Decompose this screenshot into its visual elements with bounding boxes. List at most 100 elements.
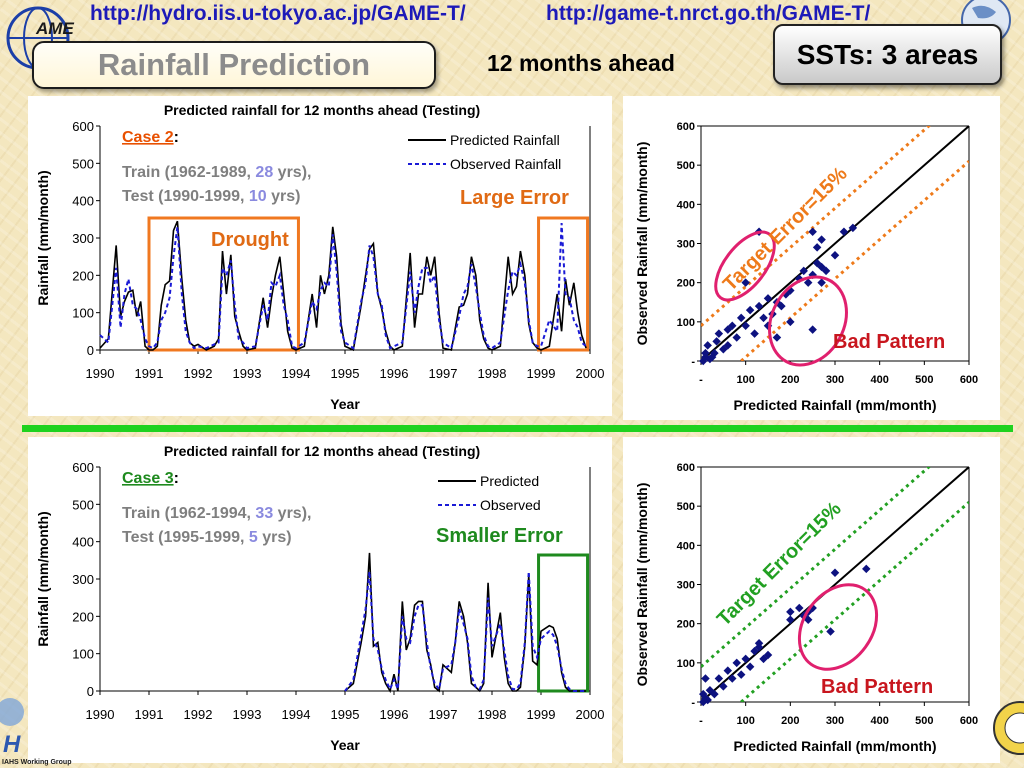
scatter-point [821, 266, 831, 276]
x-tick-label: 1991 [135, 707, 164, 722]
x-axis-label: Predicted Rainfall (mm/month) [733, 738, 936, 754]
train-period-text: Train (1962-1994, 33 yrs), [122, 505, 311, 522]
x-tick-label: 300 [826, 715, 844, 727]
university-seal [993, 701, 1024, 755]
y-tick-label: 200 [72, 609, 94, 624]
observed-series-line [99, 223, 587, 350]
highlight-box [537, 553, 590, 693]
project-url-right[interactable]: http://game-t.nrct.go.th/GAME-T/ [546, 2, 871, 25]
scatter-point [723, 341, 733, 350]
highlight-ellipse [768, 275, 848, 367]
upper-error-band [701, 126, 932, 327]
x-tick-label: 1996 [380, 366, 409, 381]
test-period-text: Test (1990-1999, 10 yrs) [122, 188, 300, 205]
x-tick-label: 400 [870, 715, 888, 727]
y-tick-label: 500 [677, 501, 695, 513]
scatter-point [786, 317, 795, 327]
test-period-text-part: 5 [249, 529, 258, 546]
section-divider [22, 425, 1013, 432]
x-tick-label: 400 [870, 374, 888, 386]
x-tick-label: 1994 [282, 707, 311, 722]
test-period-text-part: Test (1990-1999, [122, 188, 249, 205]
x-tick-label: 100 [736, 374, 754, 386]
target-error-label: Target Error=15% [719, 163, 852, 296]
train-period-text-part: yrs), [273, 505, 311, 522]
y-tick-label: 600 [72, 460, 94, 475]
x-tick-label: 1995 [331, 707, 360, 722]
scatter-point [848, 223, 858, 233]
x-tick-label: 500 [915, 374, 933, 386]
x-tick-label: - [699, 374, 703, 386]
legend-label: Observed Rainfall [450, 156, 561, 172]
y-tick-label: 200 [677, 278, 695, 290]
x-tick-label: 200 [781, 374, 799, 386]
annotation-label: Drought [211, 229, 289, 251]
x-tick-label: 1995 [331, 366, 360, 381]
x-tick-label: 100 [736, 715, 754, 727]
x-tick-label: 600 [960, 715, 978, 727]
highlight-box [537, 216, 590, 352]
y-axis-label: Observed Rainfall (mm/month) [634, 483, 650, 687]
scatter-point [795, 603, 804, 613]
bottom-timeseries-panel: Predicted rainfall for 12 months ahead (… [28, 437, 612, 763]
y-tick-label: 500 [677, 160, 695, 172]
scatter-point [777, 301, 786, 311]
scatter-point [736, 313, 746, 323]
x-tick-label: 1992 [184, 707, 213, 722]
scatter-point [732, 658, 741, 668]
x-tick-label: 1992 [184, 366, 213, 381]
y-tick-label: 600 [72, 119, 94, 134]
scatter-point [701, 348, 710, 358]
test-period-text-part: yrs) [267, 188, 301, 205]
scatter-point [786, 607, 795, 617]
bottom-scatter-panel: - 100 200 300 400 500 600 - 100 200 300 400 500 600 Pr… [623, 437, 1000, 763]
y-tick-label: 600 [677, 462, 695, 474]
highlight-ellipse [797, 583, 879, 671]
scatter-point [745, 305, 755, 315]
x-axis-label: Year [330, 737, 360, 753]
logo-text: AME [35, 19, 74, 38]
scatter-point [772, 333, 782, 342]
x-tick-label: 600 [960, 374, 978, 386]
y-tick-label: 400 [677, 199, 695, 211]
project-url-left[interactable]: http://hydro.iis.u-tokyo.ac.jp/GAME-T/ [90, 2, 466, 25]
scatter-point [817, 278, 826, 287]
scatter-point [745, 662, 755, 671]
case-label-name: Case 3 [122, 470, 174, 487]
lower-error-band [740, 160, 969, 361]
scatter-point [723, 666, 733, 675]
case-label: Case 2: [122, 129, 179, 146]
scatter-point [759, 313, 768, 323]
scatter-point [750, 329, 759, 338]
working-group-label: IAHS Working Group [2, 759, 72, 766]
scatter-point [741, 278, 750, 287]
y-tick-label: 100 [677, 658, 695, 670]
train-period-text-part: 28 [255, 164, 273, 181]
scatter-point [712, 337, 721, 346]
scatter-point [728, 674, 737, 683]
x-tick-label: 1997 [429, 707, 458, 722]
x-tick-label: 1997 [429, 366, 458, 381]
scatter-point [741, 321, 750, 330]
lower-error-band [740, 501, 969, 702]
x-tick-label: 500 [915, 715, 933, 727]
scatter-point [714, 329, 724, 338]
bottom-timeseries-chart: Predicted rainfall for 12 months ahead (… [35, 443, 604, 753]
scatter-point [763, 294, 773, 303]
x-axis-label: Year [330, 396, 360, 412]
x-tick-label: 1990 [86, 707, 115, 722]
scatter-point [736, 670, 746, 679]
scatter-point [817, 235, 826, 244]
y-tick-label: 400 [677, 540, 695, 552]
case-label: Case 3: [122, 470, 179, 487]
y-tick-label: 300 [677, 239, 695, 251]
predicted-series-line [344, 552, 587, 694]
annotation-label: Smaller Error [436, 525, 563, 547]
y-tick-label: 0 [87, 684, 94, 699]
top-timeseries-panel: Predicted rainfall for 12 months ahead (… [28, 96, 612, 416]
top-timeseries-chart: Predicted rainfall for 12 months ahead (… [35, 102, 604, 412]
scatter-point [830, 568, 840, 577]
y-tick-label: 400 [72, 535, 94, 550]
scatter-point [839, 227, 849, 236]
scatter-point [808, 325, 817, 334]
